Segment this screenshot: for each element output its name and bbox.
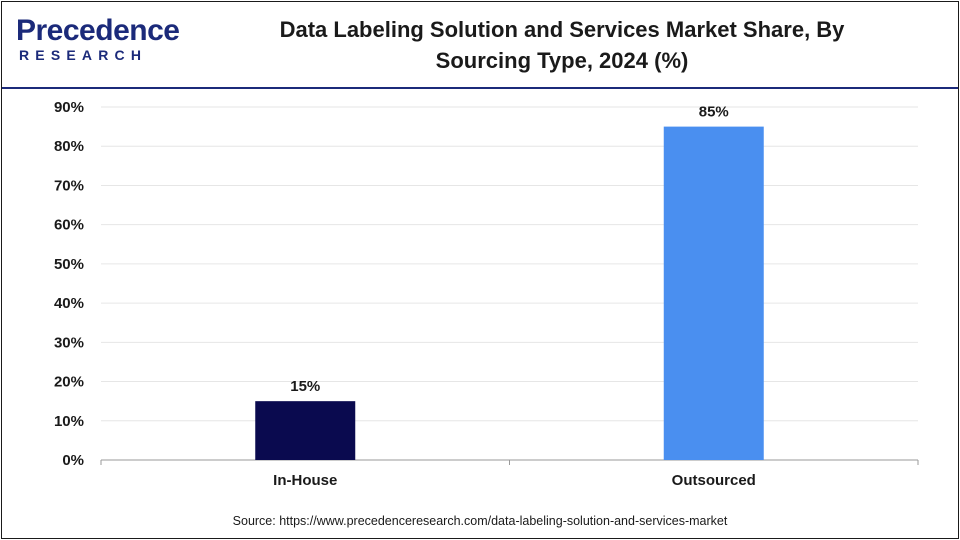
bar-outsourced — [663, 126, 764, 460]
source-note: Source: https://www.precedenceresearch.c… — [232, 514, 728, 528]
header-divider — [2, 87, 958, 89]
data-label: 15% — [290, 378, 320, 395]
x-tick-label: Outsourced — [672, 472, 756, 489]
header: Precedence RESEARCH Data Labeling Soluti… — [2, 2, 958, 86]
data-label: 85% — [699, 104, 729, 121]
brand-name: Precedence — [16, 14, 180, 47]
y-tick-label: 60% — [54, 217, 84, 234]
y-tick-label: 50% — [54, 256, 84, 273]
bar-in-house — [255, 401, 356, 460]
brand-sub: RESEARCH — [19, 47, 148, 63]
y-tick-label: 0% — [62, 452, 84, 469]
y-tick-label: 90% — [54, 99, 84, 116]
chart-title: Data Labeling Solution and Services Mark… — [202, 14, 922, 76]
chart-title-line2: Sourcing Type, 2024 (%) — [435, 48, 689, 73]
y-tick-label: 80% — [54, 138, 84, 155]
y-tick-label: 20% — [54, 374, 84, 391]
y-tick-label: 30% — [54, 334, 84, 351]
y-tick-label: 40% — [54, 295, 84, 312]
chart-title-line1: Data Labeling Solution and Services Mark… — [279, 17, 845, 42]
brand-logo: Precedence RESEARCH — [16, 14, 180, 74]
y-tick-label: 70% — [54, 177, 84, 194]
y-tick-label: 10% — [54, 413, 84, 430]
x-tick-label: In-House — [273, 472, 337, 489]
